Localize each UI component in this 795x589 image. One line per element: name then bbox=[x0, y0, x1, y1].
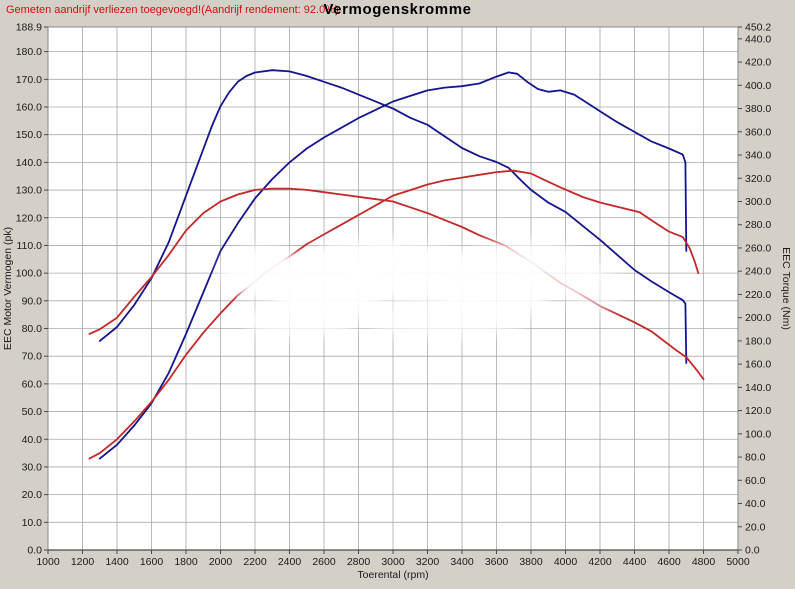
svg-text:110.0: 110.0 bbox=[17, 240, 43, 252]
svg-text:380.0: 380.0 bbox=[745, 103, 771, 115]
svg-text:450.2: 450.2 bbox=[745, 22, 771, 34]
svg-text:90.0: 90.0 bbox=[22, 295, 43, 307]
svg-text:3200: 3200 bbox=[416, 556, 440, 568]
svg-text:40.0: 40.0 bbox=[745, 498, 766, 510]
svg-text:188.9: 188.9 bbox=[16, 22, 42, 34]
svg-text:1800: 1800 bbox=[174, 556, 198, 568]
y-right-ticks: 0.0 20.0 40.0 60.0 80.0 100.0 120.0 140.0 160.0 1… bbox=[738, 22, 771, 557]
svg-text:4800: 4800 bbox=[692, 556, 716, 568]
svg-text:160.0: 160.0 bbox=[16, 102, 42, 114]
svg-text:1200: 1200 bbox=[71, 556, 95, 568]
svg-text:50.0: 50.0 bbox=[22, 406, 43, 418]
svg-text:180.0: 180.0 bbox=[16, 46, 42, 58]
svg-text:420.0: 420.0 bbox=[745, 57, 771, 69]
svg-text:170.0: 170.0 bbox=[16, 74, 42, 86]
svg-text:130.0: 130.0 bbox=[16, 185, 42, 197]
svg-text:4200: 4200 bbox=[588, 556, 612, 568]
svg-text:2400: 2400 bbox=[278, 556, 302, 568]
svg-text:340.0: 340.0 bbox=[745, 150, 771, 162]
svg-text:2000: 2000 bbox=[209, 556, 233, 568]
svg-text:0.0: 0.0 bbox=[745, 545, 760, 557]
svg-text:60.0: 60.0 bbox=[745, 475, 766, 487]
svg-text:2200: 2200 bbox=[243, 556, 267, 568]
curve-red-torque-nm bbox=[88, 187, 705, 381]
svg-text:100.0: 100.0 bbox=[16, 268, 42, 280]
y-left-ticks: 0.0 10.0 20.0 30.0 40.0 50.0 60.0 70.0 80.0 90.0 1… bbox=[16, 22, 48, 557]
svg-text:220.0: 220.0 bbox=[745, 289, 771, 301]
svg-text:440.0: 440.0 bbox=[745, 33, 771, 45]
curve-blue-power-pk bbox=[98, 71, 688, 460]
svg-text:60.0: 60.0 bbox=[22, 378, 43, 390]
svg-text:3600: 3600 bbox=[485, 556, 509, 568]
x-axis-ticks: 1000 1200 1400 1600 1800 2000 2200 2400 2600 2800… bbox=[36, 550, 750, 568]
svg-text:240.0: 240.0 bbox=[745, 266, 771, 278]
svg-text:3800: 3800 bbox=[519, 556, 543, 568]
svg-text:280.0: 280.0 bbox=[745, 219, 771, 231]
svg-text:3400: 3400 bbox=[450, 556, 474, 568]
svg-text:120.0: 120.0 bbox=[745, 405, 771, 417]
svg-text:360.0: 360.0 bbox=[745, 126, 771, 138]
svg-text:40.0: 40.0 bbox=[22, 434, 43, 446]
svg-text:140.0: 140.0 bbox=[745, 382, 771, 394]
svg-text:1000: 1000 bbox=[36, 556, 60, 568]
svg-text:0.0: 0.0 bbox=[27, 545, 42, 557]
series-curves bbox=[88, 69, 705, 460]
svg-text:260.0: 260.0 bbox=[745, 242, 771, 254]
svg-text:100.0: 100.0 bbox=[745, 428, 771, 440]
svg-text:140.0: 140.0 bbox=[16, 157, 42, 169]
drivetrain-loss-annotation: Gemeten aandrijf verliezen toegevoegd!(A… bbox=[6, 4, 339, 16]
watermark bbox=[220, 239, 625, 338]
svg-text:180.0: 180.0 bbox=[745, 335, 771, 347]
svg-text:80.0: 80.0 bbox=[745, 452, 766, 464]
svg-text:1600: 1600 bbox=[140, 556, 164, 568]
svg-text:300.0: 300.0 bbox=[745, 196, 771, 208]
svg-text:160.0: 160.0 bbox=[745, 359, 771, 371]
svg-text:2800: 2800 bbox=[347, 556, 371, 568]
svg-text:4400: 4400 bbox=[623, 556, 647, 568]
svg-text:4000: 4000 bbox=[554, 556, 578, 568]
svg-text:200.0: 200.0 bbox=[745, 312, 771, 324]
svg-text:10.0: 10.0 bbox=[22, 517, 43, 529]
svg-text:70.0: 70.0 bbox=[22, 351, 43, 363]
y-right-axis-title: EEC Torque (Nm) bbox=[780, 247, 792, 330]
svg-text:80.0: 80.0 bbox=[22, 323, 43, 335]
svg-text:20.0: 20.0 bbox=[745, 521, 766, 533]
svg-text:150.0: 150.0 bbox=[16, 129, 42, 141]
curve-blue-torque-nm bbox=[98, 69, 688, 364]
svg-text:1400: 1400 bbox=[105, 556, 129, 568]
svg-text:320.0: 320.0 bbox=[745, 173, 771, 185]
svg-text:5000: 5000 bbox=[726, 556, 750, 568]
svg-text:20.0: 20.0 bbox=[22, 489, 43, 501]
svg-text:30.0: 30.0 bbox=[22, 461, 43, 473]
svg-text:3000: 3000 bbox=[381, 556, 405, 568]
y-left-axis-title: EEC Motor Vermogen (pk) bbox=[2, 227, 14, 350]
svg-text:120.0: 120.0 bbox=[16, 212, 42, 224]
chart-title: Vermogenskromme bbox=[323, 1, 472, 18]
svg-text:2600: 2600 bbox=[312, 556, 336, 568]
svg-text:4600: 4600 bbox=[657, 556, 681, 568]
curve-red-power-pk bbox=[88, 169, 700, 460]
svg-text:400.0: 400.0 bbox=[745, 80, 771, 92]
x-axis-title: Toerental (rpm) bbox=[357, 569, 428, 581]
